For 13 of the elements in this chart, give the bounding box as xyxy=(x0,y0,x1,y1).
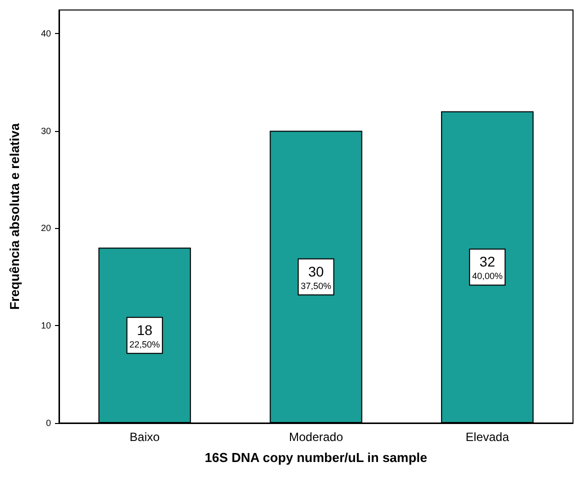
y-tick-label: 40 xyxy=(40,28,51,38)
data-label: 18 22,50% xyxy=(129,322,160,350)
y-tick-label: 20 xyxy=(40,223,51,234)
y-axis-title: Frequência absoluta e relativa xyxy=(7,122,22,310)
y-tick-label: 30 xyxy=(40,126,51,136)
x-tick-label: Elevada xyxy=(466,430,510,444)
y-tick-label: 10 xyxy=(40,320,51,331)
x-axis-title: 16S DNA copy number/uL in sample xyxy=(204,450,428,465)
y-tick-label: 0 xyxy=(46,418,51,428)
data-label: 32 40,00% xyxy=(472,254,503,282)
x-tick-label: Moderado xyxy=(288,430,344,444)
data-label: 30 37,50% xyxy=(300,263,332,291)
x-tick-label: Baixo xyxy=(130,430,160,444)
